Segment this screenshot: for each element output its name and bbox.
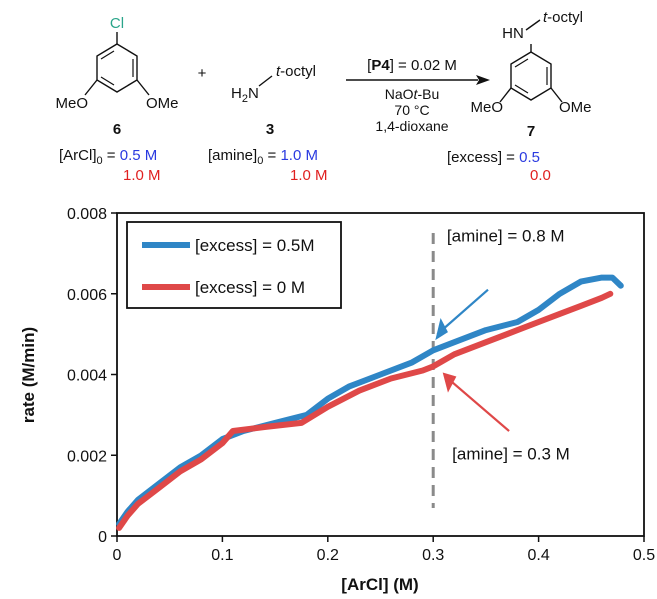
annotation-arrow-2 [447, 377, 510, 432]
amine-formula: H2N [231, 85, 259, 105]
x-tick-label: 0.2 [317, 547, 339, 564]
x-tick-label: 0.5 [633, 547, 655, 564]
reaction-conditions: [P4] = 0.02 M NaOt-Bu 70 °C 1,4-dioxane [346, 57, 490, 134]
arcl-concentration-value-2: 1.0 M [123, 167, 161, 184]
amine-concentration-label: [amine]0 = 1.0 M [208, 147, 318, 167]
series-line-1 [116, 274, 624, 527]
chlorine-label: Cl [110, 15, 124, 32]
y-tick-label: 0.004 [67, 368, 107, 385]
catalyst-condition: [P4] = 0.02 M [367, 57, 457, 74]
methoxy-left-6: MeO [55, 95, 88, 112]
concentration-labels: [ArCl]0 = 0.5 M 1.0 M [amine]0 = 1.0 M 1… [59, 147, 551, 184]
y-tick-label: 0.002 [67, 448, 107, 465]
solvent-condition: 1,4-dioxane [375, 118, 448, 134]
compound-label-3: 3 [266, 121, 274, 138]
methoxy-left-7: MeO [470, 99, 503, 116]
plus-sign: + [198, 65, 207, 82]
data-series [116, 274, 624, 531]
y-tick-label: 0.008 [67, 206, 107, 223]
annotations: [amine] = 0.8 M [amine] = 0.3 M [435, 226, 570, 463]
t-octyl-7: t-octyl [543, 9, 583, 26]
x-tick-label: 0.3 [422, 547, 444, 564]
amine-concentration-value-2: 1.0 M [290, 167, 328, 184]
y-axis-label: rate (M/min) [19, 327, 38, 423]
rate-vs-arcl-chart: 0 0.1 0.2 0.3 0.4 0.5 0 0.002 0.004 0.006 0.008 [a… [19, 206, 655, 594]
compound-label-7: 7 [527, 123, 535, 140]
annotation-arrowhead-1 [435, 317, 448, 341]
hn-label: HN [502, 25, 524, 42]
temperature-condition: 70 °C [394, 102, 429, 118]
legend-label-series-1: [excess] = 0.5M [195, 236, 315, 255]
x-tick-label: 0 [113, 547, 122, 564]
y-tick-label: 0 [98, 529, 107, 546]
methoxy-right-6: OMe [146, 95, 179, 112]
legend-box [126, 221, 342, 309]
excess-value-2: 0.0 [530, 167, 551, 184]
base-condition: NaOt-Bu [385, 86, 439, 102]
reaction-scheme: Cl MeO OMe 6 + H2N t-octyl 3 [P4] = 0.02… [55, 9, 591, 184]
annotation-arrowhead-2 [442, 372, 457, 393]
structure-6: Cl MeO OMe 6 [55, 15, 178, 138]
x-tick-label: 0.1 [211, 547, 233, 564]
legend-label-series-2: [excess] = 0 M [195, 278, 305, 297]
t-octyl-3: t-octyl [276, 63, 316, 80]
series-line-2 [116, 290, 614, 531]
axis-ticks: 0 0.1 0.2 0.3 0.4 0.5 0 0.002 0.004 0.006 0.008 [67, 206, 655, 564]
annotation-arrow-1 [436, 288, 489, 335]
annotation-label-2: [amine] = 0.3 M [452, 444, 570, 463]
structure-7: HN t-octyl MeO OMe 7 [470, 9, 591, 140]
x-tick-label: 0.4 [527, 547, 549, 564]
y-tick-label: 0.006 [67, 287, 107, 304]
x-axis-label: [ArCl] (M) [341, 575, 418, 594]
methoxy-right-7: OMe [559, 99, 592, 116]
arcl-concentration-label: [ArCl]0 = 0.5 M [59, 147, 157, 167]
legend: [excess] = 0.5M [excess] = 0 M [126, 221, 342, 309]
structure-3: H2N t-octyl 3 [231, 63, 316, 138]
annotation-label-1: [amine] = 0.8 M [447, 226, 565, 245]
excess-label: [excess] = 0.5 [447, 149, 540, 166]
compound-label-6: 6 [113, 121, 121, 138]
